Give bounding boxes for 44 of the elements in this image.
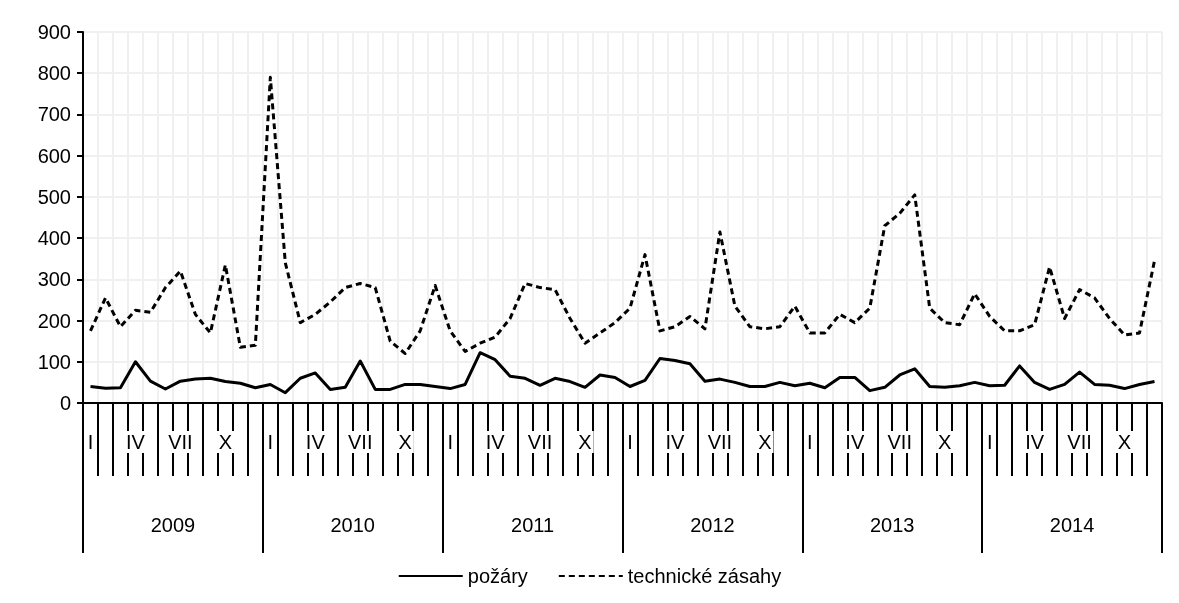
x-tick-label: VII (1067, 431, 1092, 453)
y-tick-label: 300 (37, 268, 71, 291)
text: 2011 (511, 514, 555, 536)
x-tick-label: I (807, 431, 813, 453)
x-tick-label: X (938, 431, 952, 453)
x-tick-label: I (986, 431, 993, 453)
x-tick-label: IV (1025, 431, 1045, 453)
text: 2013 (870, 514, 915, 536)
text: 2012 (690, 514, 735, 536)
y-tick-label: 200 (37, 309, 71, 332)
line-series (88, 75, 1157, 356)
legend-label: technické zásahy (627, 565, 782, 587)
x-tick-label: I (267, 431, 274, 453)
y-tick-label: 800 (37, 62, 71, 85)
x-tick-label: VII (527, 431, 553, 453)
x-tick-label: IV (665, 431, 686, 453)
x-tick-label: IV (845, 431, 865, 453)
x-tick-label: IV (305, 431, 326, 453)
y-tick-label: 400 (37, 227, 71, 250)
x-tick-label: X (398, 431, 412, 453)
x-tick-label: I (447, 431, 453, 453)
y-tick-label: 500 (37, 185, 71, 208)
legend-label: požáry (467, 565, 528, 587)
text: 2014 (1049, 514, 1095, 536)
x-tick-label: X (758, 431, 772, 453)
y-tick-label: 0 (59, 392, 71, 414)
x-tick-label: IV (485, 431, 506, 453)
text: 2010 (330, 514, 375, 536)
y-tick-label: 600 (37, 144, 71, 167)
line-series (88, 351, 1157, 395)
y-tick-label: 700 (37, 103, 71, 126)
x-tick-label: VII (168, 431, 193, 453)
text: 2009 (150, 514, 196, 536)
x-tick-label: I (87, 431, 94, 453)
x-tick-label: X (578, 431, 592, 453)
x-tick-label: VII (707, 431, 733, 453)
x-tick-label: X (218, 431, 233, 453)
x-tick-label: VII (348, 431, 373, 453)
x-tick-label: VII (887, 431, 912, 453)
x-tick-label: IV (126, 431, 146, 453)
x-tick-label: I (627, 431, 633, 453)
x-tick-label: X (1117, 431, 1132, 453)
y-tick-label: 900 (37, 21, 71, 43)
y-tick-label: 100 (37, 350, 71, 373)
